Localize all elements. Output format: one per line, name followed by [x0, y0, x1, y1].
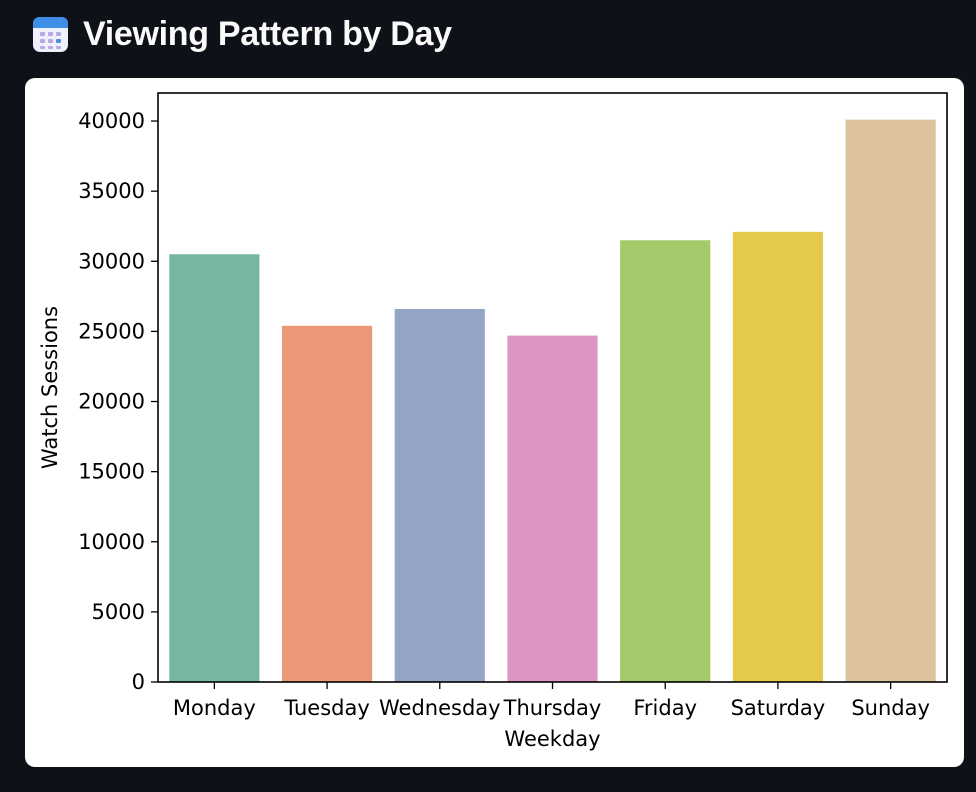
x-tick-label-friday: Friday — [633, 696, 697, 720]
bar-wednesday — [394, 308, 485, 682]
y-axis-ticks: 0 5000 10000 15000 20000 25000 30000 35000 40000 — [78, 109, 158, 694]
y-tick-label: 15000 — [78, 460, 145, 484]
y-tick-label: 20000 — [78, 390, 145, 414]
x-tick-label-monday: Monday — [173, 696, 256, 720]
chart-card: 0 5000 10000 15000 20000 25000 30000 35000 40000… — [25, 78, 964, 767]
bar-sunday — [845, 119, 936, 682]
page-header: Viewing Pattern by Day — [32, 12, 452, 56]
x-axis-ticks: Monday Tuesday Wednesday Thursday Friday Satu… — [173, 682, 930, 720]
y-tick-label: 40000 — [78, 109, 145, 133]
bar-friday — [620, 240, 711, 682]
x-tick-label-wednesday: Wednesday — [379, 696, 501, 720]
y-tick-label: 25000 — [78, 319, 145, 343]
y-tick-label: 35000 — [78, 179, 145, 203]
x-tick-label-thursday: Thursday — [503, 696, 602, 720]
y-tick-label: 0 — [132, 670, 145, 694]
x-axis-label: Weekday — [504, 727, 600, 751]
plot-frame — [157, 92, 948, 683]
y-axis-label: Watch Sessions — [38, 306, 62, 469]
bar-thursday — [507, 335, 598, 682]
bar-tuesday — [281, 325, 373, 682]
x-tick-label-tuesday: Tuesday — [283, 696, 369, 720]
y-tick-label: 30000 — [78, 249, 145, 273]
y-tick-label: 5000 — [92, 600, 145, 624]
page-title: Viewing Pattern by Day — [83, 14, 452, 53]
bar-monday — [169, 254, 260, 682]
y-tick-label: 10000 — [78, 530, 145, 554]
x-tick-label-sunday: Sunday — [851, 696, 930, 720]
calendar-icon — [32, 15, 69, 53]
bars-layer — [169, 119, 936, 683]
x-tick-label-saturday: Saturday — [731, 696, 826, 720]
bar-saturday — [732, 231, 824, 683]
bar-chart: 0 5000 10000 15000 20000 25000 30000 35000 40000… — [38, 92, 948, 751]
